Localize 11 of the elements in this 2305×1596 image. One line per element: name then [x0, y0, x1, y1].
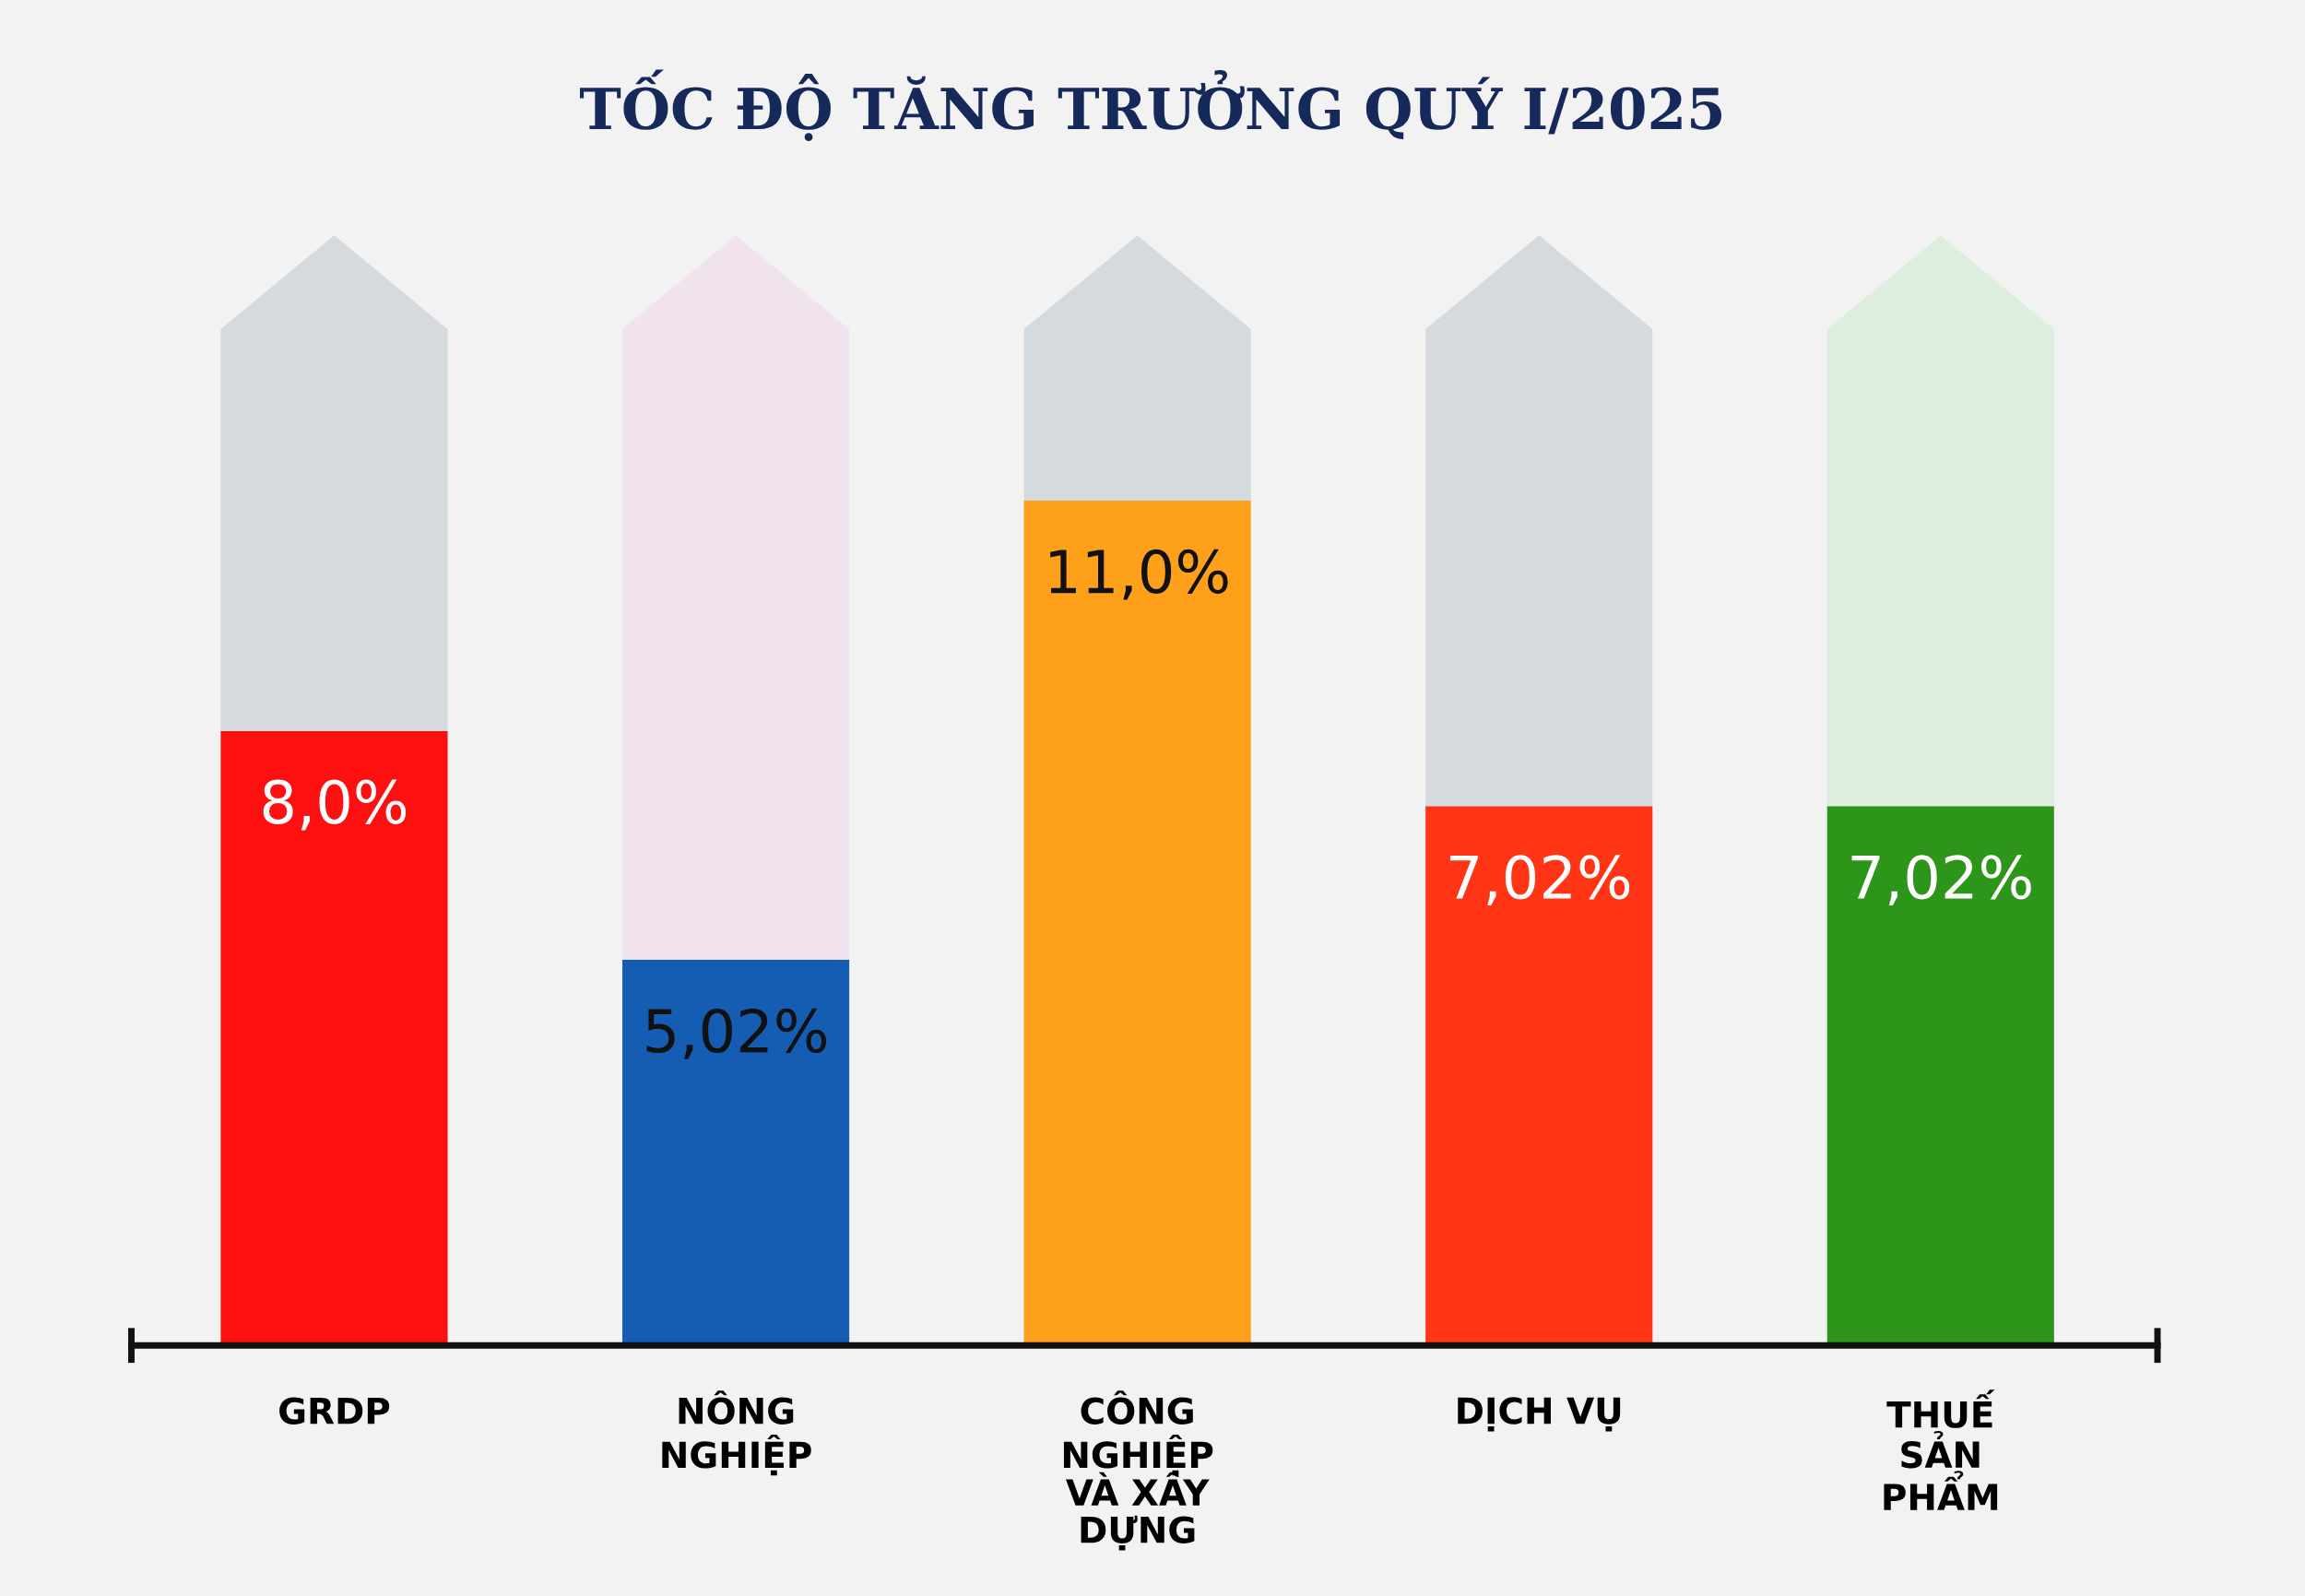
data-label: 7,02%: [1851, 855, 2031, 906]
data-label: 5,02%: [646, 1008, 826, 1059]
data-label: 11,0%: [1050, 549, 1228, 600]
x-tick-label: GRDP: [279, 1397, 390, 1425]
chart-title: TỐC ĐỘ TĂNG TRƯỞNG QUÝ I/2025: [580, 69, 1722, 142]
x-tick-label: CÔNG NGHIỆP VÀ XÂY DỰNG: [1063, 1390, 1213, 1551]
x-tick-label: DỊCH VỤ: [1458, 1397, 1621, 1432]
x-tick-label: THUẾ SẢN PHẨM: [1884, 1389, 1998, 1510]
data-label: 8,0%: [263, 779, 407, 831]
data-label: 7,02%: [1449, 855, 1630, 906]
x-tick-label: NÔNG NGHIỆP: [662, 1390, 811, 1476]
